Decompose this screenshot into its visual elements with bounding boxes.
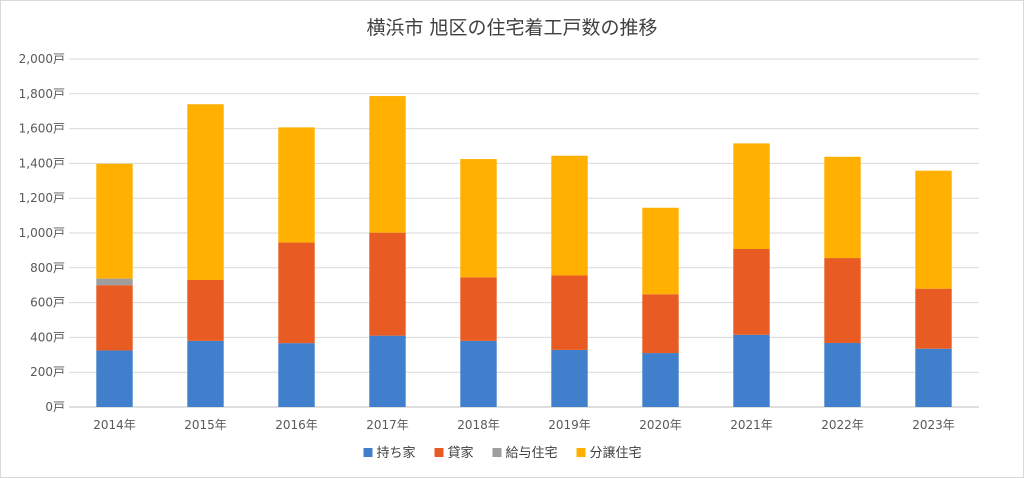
bar-segment (642, 207, 679, 295)
bar-segment (187, 340, 224, 407)
bar-segment (187, 104, 224, 280)
y-tick-label: 1,800戸 (19, 87, 65, 101)
bar-segment (824, 258, 861, 343)
legend: 持ち家 貸家 給与住宅 分譲住宅 (363, 445, 642, 461)
bar-segment (96, 350, 133, 407)
legend-swatch (576, 448, 586, 457)
y-tick-label: 1,400戸 (19, 156, 65, 170)
bar-segment (460, 340, 497, 407)
x-tick-label: 2016年 (275, 418, 318, 432)
bar-segment (733, 334, 770, 407)
bar-segment (824, 342, 861, 407)
legend-swatch (434, 448, 444, 457)
x-tick-label: 2017年 (366, 418, 409, 432)
bar-segment (96, 278, 133, 286)
x-tick-label: 2021年 (730, 418, 773, 432)
bar-segment (278, 127, 315, 243)
bar-segment (96, 163, 133, 279)
x-tick-label: 2020年 (639, 418, 682, 432)
bar-segment (278, 242, 315, 344)
x-tick-label: 2015年 (184, 418, 227, 432)
legend-swatch (363, 448, 373, 457)
y-tick-label: 0戸 (45, 400, 65, 414)
bar-segment (460, 159, 497, 278)
bar-segment (551, 155, 588, 276)
y-tick-label: 800戸 (30, 261, 65, 275)
x-tick-label: 2022年 (821, 418, 864, 432)
bar-segment (915, 170, 952, 289)
y-tick-label: 1,000戸 (19, 226, 65, 240)
bar-segment (460, 277, 497, 341)
legend-swatch (492, 448, 502, 457)
y-tick-label: 400戸 (30, 330, 65, 344)
bar-segment (824, 156, 861, 259)
y-tick-label: 200戸 (30, 365, 65, 379)
y-tick-label: 1,200戸 (19, 191, 65, 205)
bar-segment (551, 349, 588, 407)
x-tick-label: 2018年 (457, 418, 500, 432)
bar-segment (642, 353, 679, 407)
y-tick-label: 2,000戸 (19, 52, 65, 66)
bar-segment (369, 335, 406, 407)
bar-segment (278, 343, 315, 407)
bar-segment (733, 143, 770, 250)
x-tick-label: 2014年 (93, 418, 136, 432)
x-tick-label: 2023年 (912, 418, 955, 432)
bar-segment (915, 348, 952, 407)
bars (96, 96, 952, 407)
bar-segment (642, 294, 679, 354)
legend-label: 貸家 (448, 445, 474, 461)
y-tick-label: 600戸 (30, 296, 65, 310)
y-tick-label: 1,600戸 (19, 122, 65, 136)
bar-segment (369, 232, 406, 336)
bar-segment (187, 279, 224, 341)
x-axis: 2014年 2015年 2016年 2017年 2018年 2019年 2020年 2021年… (93, 418, 955, 432)
x-tick-label: 2019年 (548, 418, 591, 432)
bar-segment (96, 285, 133, 351)
y-axis: 0戸 200戸 400戸 600戸 800戸 1,000戸 1,200戸 1,400戸 1,60… (19, 52, 65, 414)
bar-segment (733, 249, 770, 335)
bar-segment (551, 275, 588, 350)
legend-label: 給与住宅 (506, 446, 558, 461)
bar-segment (369, 96, 406, 233)
legend-label: 分譲住宅 (590, 445, 642, 461)
bar-segment (915, 288, 952, 349)
chart-title: 横浜市 旭区の住宅着工戸数の推移 (366, 17, 657, 39)
legend-label: 持ち家 (377, 445, 416, 461)
